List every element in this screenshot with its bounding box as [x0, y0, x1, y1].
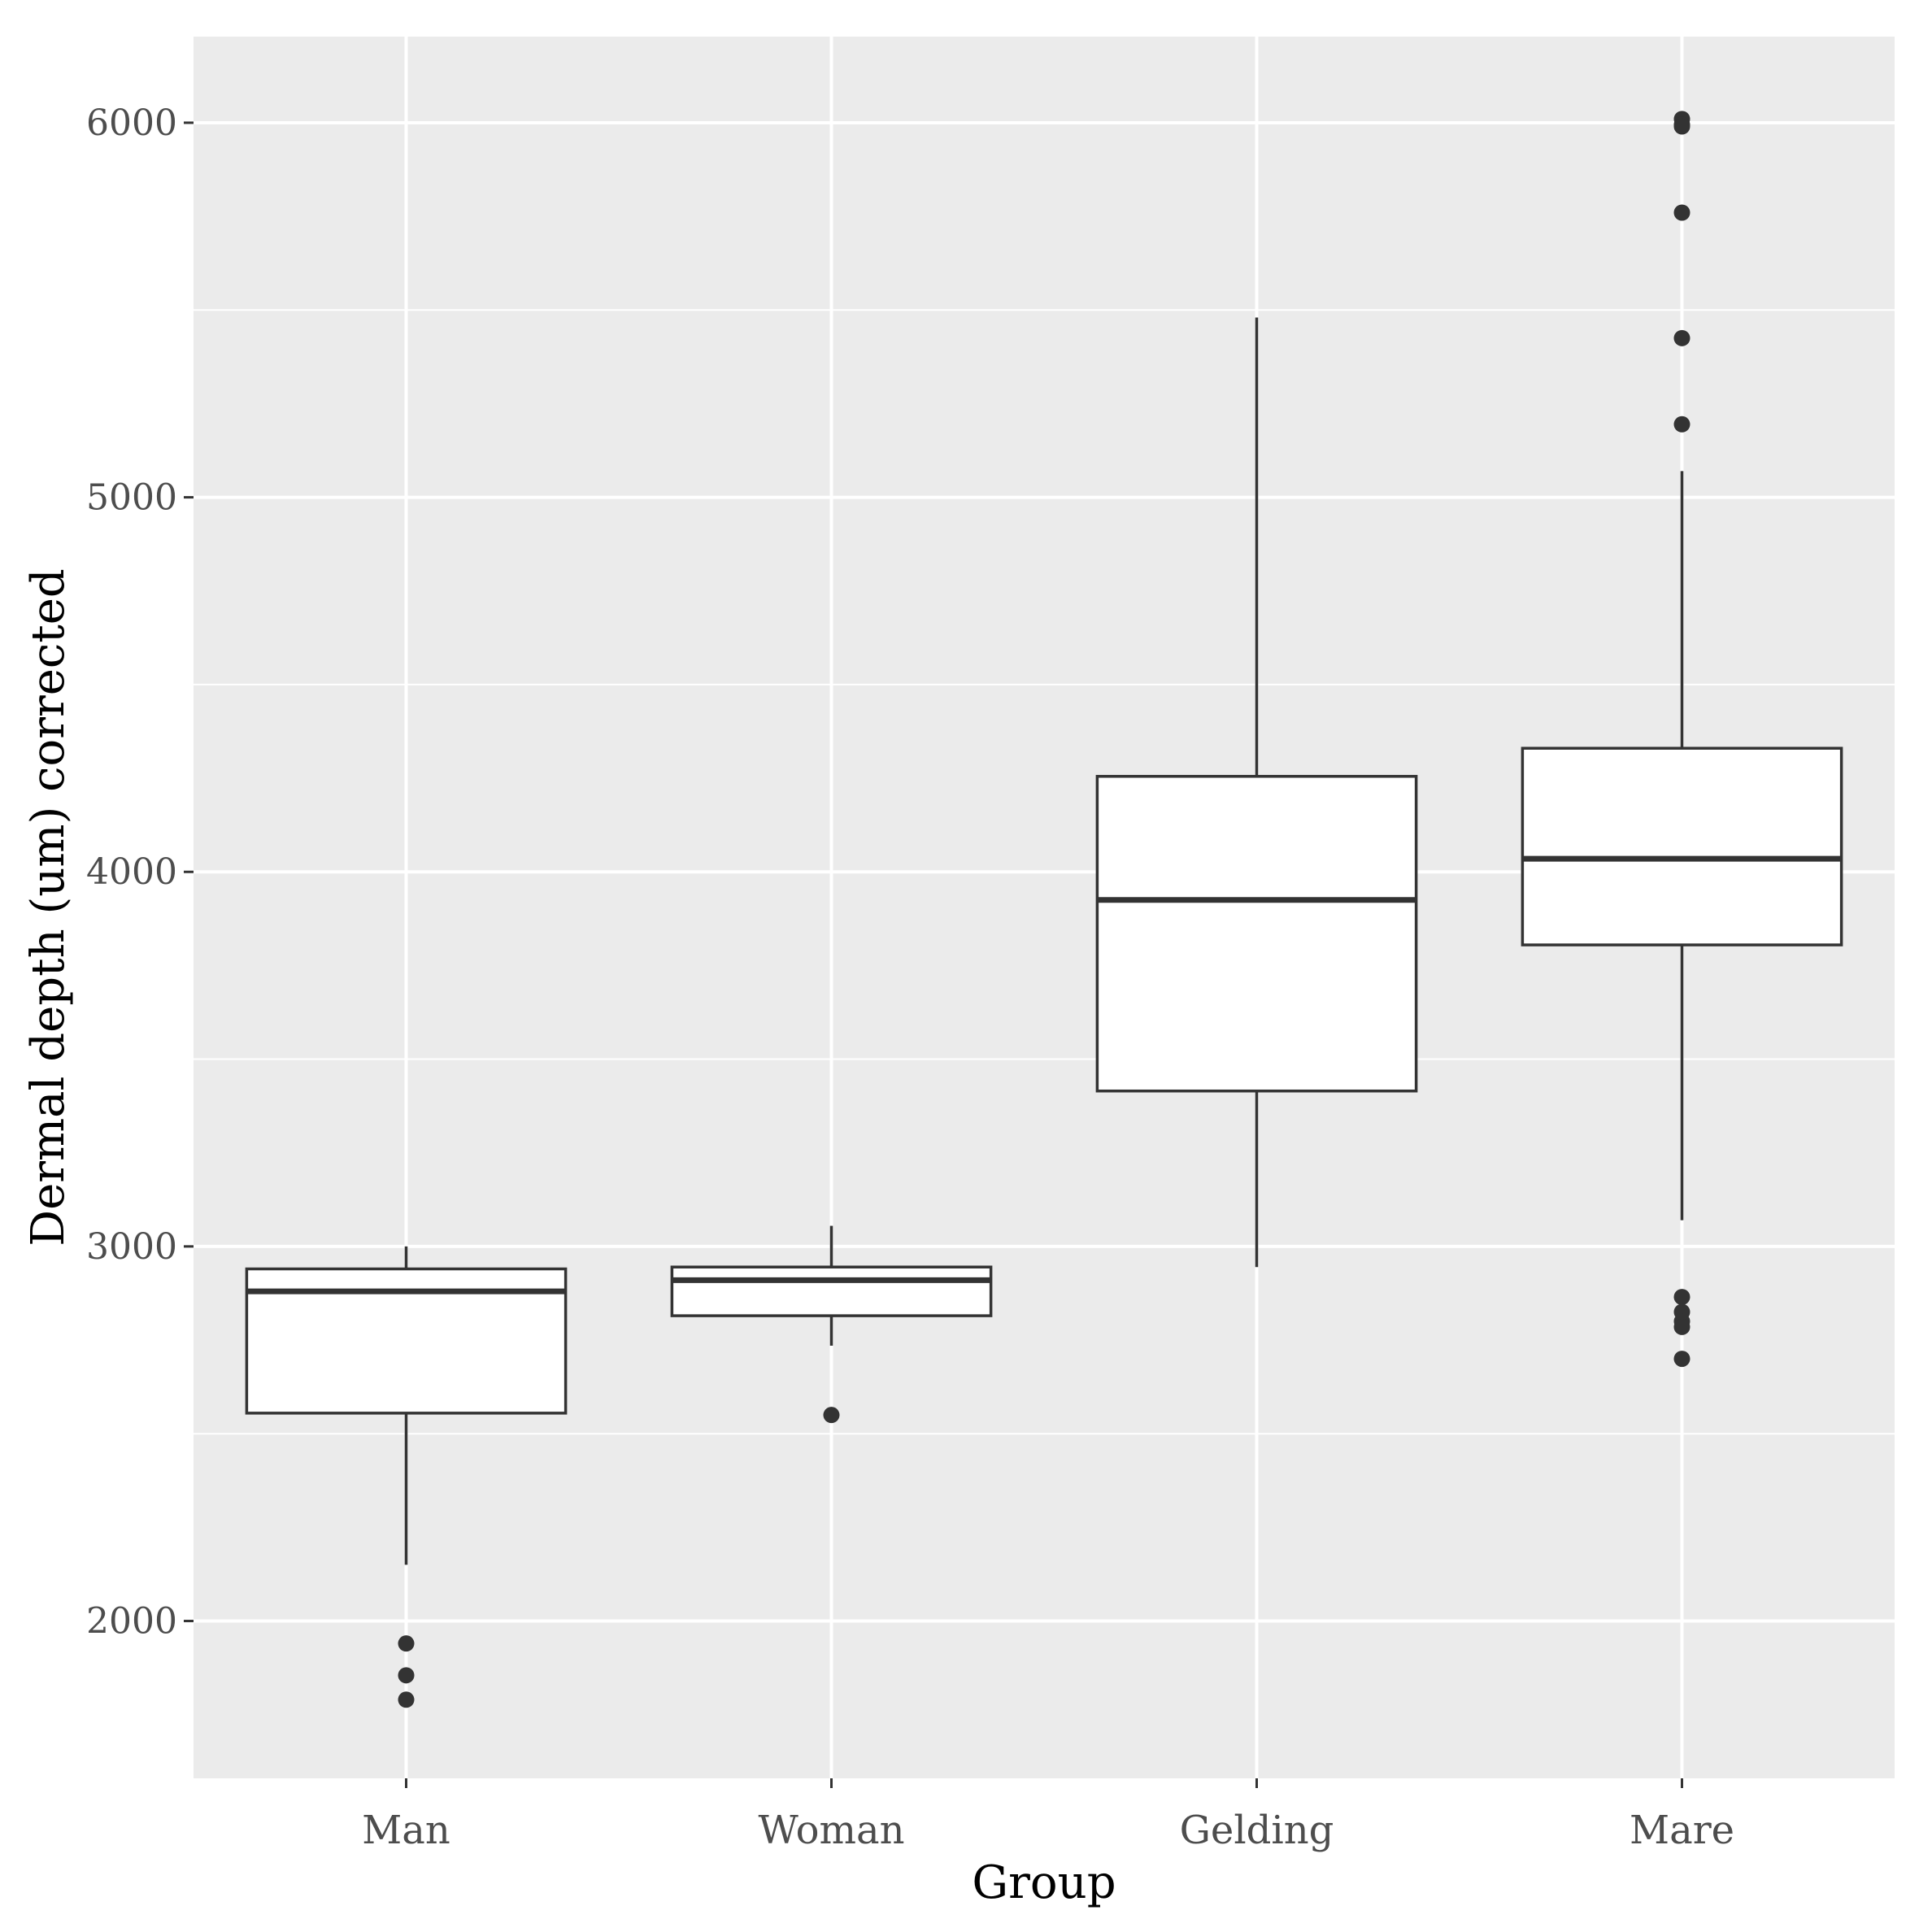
x-tick-label: Man — [362, 1808, 450, 1853]
outlier-point — [1673, 1351, 1690, 1368]
outlier-point — [398, 1667, 415, 1684]
y-axis: 2000 3000 4000 5000 6000 — [86, 102, 194, 1643]
y-axis-title: Dermal depth (um) corrected — [22, 568, 75, 1247]
box-iqr — [1521, 746, 1843, 946]
outlier-point — [823, 1407, 840, 1424]
box-iqr — [1095, 775, 1418, 1093]
outlier-point — [1673, 416, 1690, 433]
box-iqr — [670, 1265, 993, 1317]
x-axis-title: Group — [972, 1856, 1116, 1909]
outlier-point — [1673, 118, 1690, 135]
box-series — [245, 111, 1843, 1708]
y-tick-label: 2000 — [86, 1601, 177, 1643]
box-man — [245, 1246, 568, 1708]
y-tick-label: 3000 — [86, 1226, 177, 1268]
y-tick-label: 6000 — [86, 102, 177, 144]
outlier-point — [1673, 329, 1690, 346]
x-tick-label: Mare — [1630, 1808, 1734, 1853]
outlier-point — [1673, 1289, 1690, 1306]
box-woman — [670, 1225, 993, 1424]
x-axis: Man Woman Gelding Mare — [362, 1778, 1734, 1853]
outlier-point — [398, 1691, 415, 1708]
outlier-point — [1673, 1318, 1690, 1335]
outlier-point — [1673, 204, 1690, 221]
y-tick-label: 5000 — [86, 477, 177, 519]
box-gelding — [1095, 317, 1418, 1268]
y-tick-label: 4000 — [86, 851, 177, 893]
x-tick-label: Woman — [758, 1808, 904, 1853]
x-tick-label: Gelding — [1180, 1808, 1334, 1853]
outlier-point — [398, 1635, 415, 1652]
box-mare — [1521, 111, 1843, 1368]
